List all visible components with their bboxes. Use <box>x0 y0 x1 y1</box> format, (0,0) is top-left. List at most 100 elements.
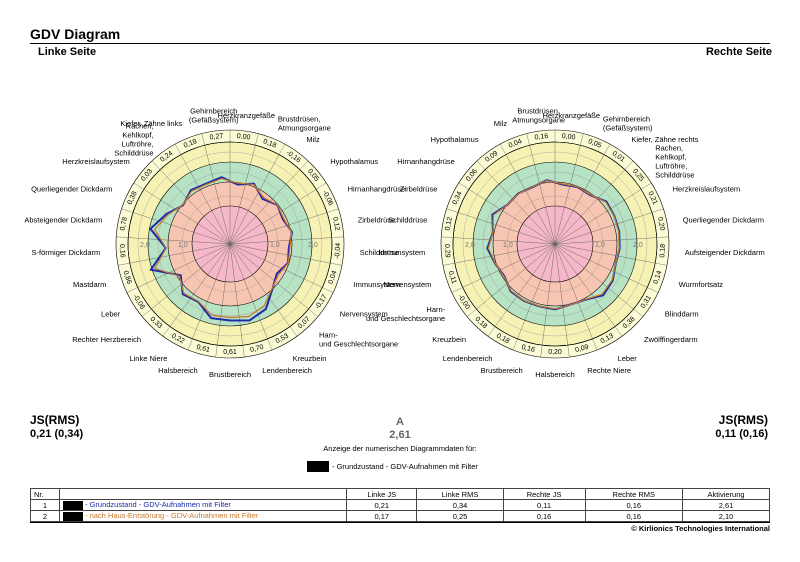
spoke <box>229 133 259 245</box>
sector-value: 0,00 <box>236 133 251 142</box>
ring-label: 1,0 <box>270 242 280 249</box>
spoke <box>229 243 298 337</box>
sector-label: Rechte Niere <box>587 366 631 375</box>
sector-label: Milz <box>494 119 508 128</box>
left-side-heading: Linke Seite <box>38 46 97 58</box>
sector-label: Gehirnbereich (Gefäßsystem) <box>603 115 653 133</box>
sector-label: Immunsystem <box>379 248 426 257</box>
spoke <box>554 236 669 245</box>
ring-label: 2,0 <box>140 242 150 249</box>
sector-label: Kreuzbein <box>432 335 466 344</box>
sector-value: 0,11 <box>447 270 458 285</box>
spoke <box>174 144 231 245</box>
sector-label: Kiefer, Zähne rechts <box>631 135 698 144</box>
title-divider <box>30 43 770 44</box>
row-aktivierung: 2,10 <box>682 510 770 522</box>
sector-label: Hypothalamus <box>330 157 378 166</box>
sector-value: 0,18 <box>262 138 277 150</box>
col-nr: Nr. <box>30 488 60 500</box>
sector-value: 0,00 <box>561 133 576 142</box>
col-rechte-js: Rechte JS <box>502 488 586 500</box>
ring-label: 2,0 <box>308 242 318 249</box>
ring-label: 2,0 <box>465 242 475 249</box>
sector-value: 0,20 <box>656 216 665 231</box>
spoke <box>229 208 339 245</box>
spoke <box>126 243 231 293</box>
sector-value: 0,70 <box>249 344 264 354</box>
spoke <box>229 144 286 245</box>
row-nr: 2 <box>30 510 60 522</box>
spoke <box>487 243 556 337</box>
spoke <box>526 133 556 245</box>
sector-value: 0,61 <box>223 349 237 356</box>
sector-value: 0,18 <box>183 138 198 150</box>
page-title: GDV Diagram <box>30 26 121 42</box>
sector-value: 0,09 <box>574 344 589 354</box>
row-rechte-rms: 0,16 <box>584 510 684 522</box>
spoke <box>446 208 556 245</box>
sector-value: 0,16 <box>118 244 126 258</box>
sector-value: 0,12 <box>444 216 453 231</box>
sector-label: Zirbeldrüse <box>400 185 438 194</box>
spoke <box>229 182 327 245</box>
results-table: Nr. Linke JS Linke RMS Rechte JS Rechte … <box>30 488 770 522</box>
spoke <box>554 144 611 245</box>
spoke <box>441 236 556 245</box>
series-line-2 <box>487 179 620 310</box>
spoke <box>554 243 659 293</box>
sector-label: Schilddrüse <box>360 248 399 257</box>
table-row[interactable]: 2 - nach Haus-Entstörung - GDV-Aufnahmen… <box>30 510 770 522</box>
sector-value: 0,12 <box>331 216 340 231</box>
spoke <box>554 243 668 266</box>
spoke <box>554 160 634 245</box>
spoke <box>554 243 643 317</box>
spoke <box>540 243 556 358</box>
sector-label: Rechter Herzbereich <box>72 335 141 344</box>
spoke <box>229 243 273 351</box>
sector-label: Querliegender Dickdarm <box>683 216 764 225</box>
spoke <box>151 160 231 245</box>
sector-label: Brustdrüsen, Atmungsorgane <box>512 107 565 125</box>
spoke <box>554 243 623 337</box>
sector-value: -0,04 <box>334 243 342 259</box>
spoke <box>117 243 231 266</box>
spoke <box>121 208 231 245</box>
sector-label: Nervensystem <box>340 310 388 319</box>
right-js-rms-value: 0,11 (0,16) <box>715 428 768 440</box>
sector-label: S-förmiger Dickdarm <box>32 248 101 257</box>
sector-label: Zirbeldrüse <box>358 216 396 225</box>
legend-text: - Grundzustand - GDV-Aufnahmen mit Filte… <box>332 462 478 471</box>
table-header-row: Nr. Linke JS Linke RMS Rechte JS Rechte … <box>30 488 770 500</box>
col-linke-js: Linke JS <box>345 488 418 500</box>
row-linke-js: 0,17 <box>345 510 418 522</box>
spoke <box>116 236 231 245</box>
col-rechte-rms: Rechte RMS <box>584 488 684 500</box>
radar-chart-left: 2,0 1,0 1,0 2,00,00Herzkranzgefäße0,18Brust… <box>24 107 405 379</box>
spoke <box>499 144 556 245</box>
sector-label: Leber <box>101 310 121 319</box>
row-rechte-js: 0,16 <box>502 510 586 522</box>
row-swatch <box>63 500 83 510</box>
sector-value: 0,16 <box>534 133 549 142</box>
sector-value: 0,29 <box>443 244 451 258</box>
left-js-rms-value: 0,21 (0,34) <box>30 428 84 440</box>
sector-label: Schilddrüse <box>388 216 427 225</box>
row-name: - nach Haus-Entstörung - GDV-Aufnahmen m… <box>85 511 259 521</box>
sector-label: Gehirnbereich (Gefäßsystem) <box>189 107 239 125</box>
sector-label: Hirnanhangdrüse <box>397 157 455 166</box>
spoke <box>187 243 231 351</box>
sector-value: 0,61 <box>196 344 211 354</box>
spoke <box>451 243 556 293</box>
sector-label: Wurmfortsatz <box>679 280 724 289</box>
sector-value: 0,04 <box>328 270 339 285</box>
spoke <box>467 243 556 317</box>
sector-label: Rachen, Kehlkopf, Luftröhre, Schilddrüse <box>114 121 153 157</box>
row-swatch <box>63 511 83 521</box>
row-linke-js: 0,21 <box>345 499 418 511</box>
sector-label: Immunsystem <box>354 280 401 289</box>
row-rechte-rms: 0,16 <box>584 499 684 511</box>
spoke <box>229 243 343 266</box>
table-row[interactable]: 1 - Grundzustand - GDV-Aufnahmen mit Fil… <box>30 499 770 511</box>
sector-label: Harn-und Geschlechtsorgane <box>319 330 398 348</box>
